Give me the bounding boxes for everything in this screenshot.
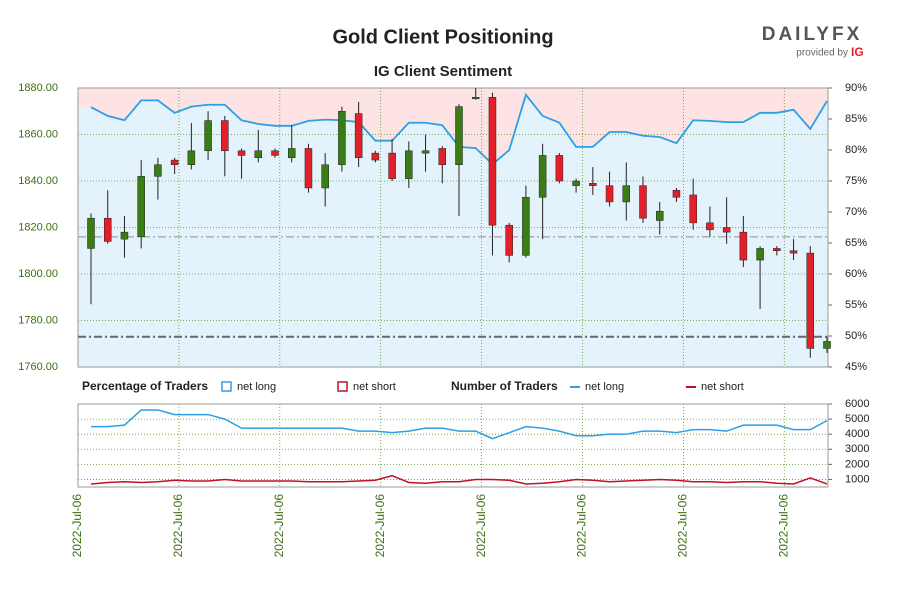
y2-tick-label: 70% [845,206,867,218]
candle-body [137,176,145,238]
candle-body [254,150,263,158]
candle-body [120,231,129,240]
y-tick-label: 2000 [845,458,869,470]
legend-title: Percentage of Traders [82,379,208,393]
y2-tick-label: 85% [845,113,867,125]
long-zone [78,94,828,367]
x-tick-label: 2022-Jul-06 [171,494,185,558]
candle-body [237,150,246,156]
candle-body [538,155,547,198]
y2-tick-label: 80% [845,144,867,156]
candle-body [655,210,664,221]
y2-tick-label: 65% [845,237,867,249]
y2-tick-label: 75% [845,175,867,187]
candle-body [170,159,179,165]
y2-tick-label: 50% [845,330,867,342]
legend-label: net long [585,381,624,393]
short-zone [78,88,828,165]
candle-body [488,97,497,226]
legend-label: net long [237,381,276,393]
candle-body [438,148,447,165]
candle-body [739,231,748,261]
candle-body [622,185,631,203]
y-tick-label: 1800.00 [18,268,58,280]
candle-body [823,341,831,349]
candle-body [204,120,212,152]
legend-swatch [221,381,232,392]
candle-body [522,197,530,256]
y2-tick-label: 60% [845,268,867,280]
candle-body [639,185,647,219]
count-line [91,409,828,440]
x-tick-label: 2022-Jul-06 [373,494,387,558]
candle-body [154,164,162,177]
candle-body [806,252,815,349]
y2-tick-label: 90% [845,82,867,94]
y-tick-label: 1840.00 [18,175,58,187]
y-tick-label: 5000 [845,413,869,425]
candle-body [572,180,580,186]
candle-body [271,150,279,156]
y2-tick-label: 55% [845,299,867,311]
y-tick-label: 1860.00 [18,128,58,140]
chart-title: Gold Client Positioning [332,26,553,48]
y-tick-label: 4000 [845,428,869,440]
candle-body [405,150,413,179]
plot-frame [77,87,829,368]
candle-body [756,248,764,261]
candle-body [103,217,112,242]
y-tick-label: 1000 [845,473,869,485]
candle-body [221,120,229,152]
candle-body [722,227,731,233]
candle-body [455,106,463,165]
candle-body [354,113,363,158]
logo-brand: IG [851,45,864,59]
legend-label: net short [701,381,744,393]
legend-title: Number of Traders [451,379,558,393]
x-tick-label: 2022-Jul-06 [676,494,690,558]
logo-note: provided by [796,48,848,59]
count-line [90,474,828,485]
candle-body [421,150,430,154]
candle-body [789,250,798,254]
y2-tick-label: 45% [845,361,867,373]
chart-subtitle: IG Client Sentiment [374,63,512,80]
candle-body [605,185,614,203]
candle-body [672,190,681,198]
candle-body [321,164,329,189]
y-tick-label: 1820.00 [18,221,58,233]
legend-swatch [337,381,348,392]
candle-body [505,224,513,256]
candle-body [706,222,714,231]
candle-body [187,150,196,165]
y-tick-label: 1780.00 [18,314,58,326]
y-tick-label: 1880.00 [18,82,58,94]
candle-body [287,148,296,158]
plot-frame [77,403,829,488]
candle-body [773,248,781,252]
x-tick-label: 2022-Jul-06 [70,494,84,558]
candle-body [555,155,564,182]
x-tick-label: 2022-Jul-06 [474,494,488,558]
candle-body [388,152,396,179]
x-tick-label: 2022-Jul-06 [575,494,589,558]
candle-body [589,183,597,186]
y-tick-label: 1760.00 [18,361,58,373]
candle-body [304,148,313,189]
y-tick-label: 6000 [845,398,869,410]
candle-body [689,194,697,224]
candle-body [471,97,480,100]
x-tick-label: 2022-Jul-06 [272,494,286,558]
x-tick-label: 2022-Jul-06 [776,494,790,558]
y-tick-label: 3000 [845,443,869,455]
legend-label: net short [353,381,396,393]
candle-body [371,152,380,161]
candle-body [87,217,95,249]
logo: DAILYFX [762,24,863,45]
candle-body [338,111,346,165]
